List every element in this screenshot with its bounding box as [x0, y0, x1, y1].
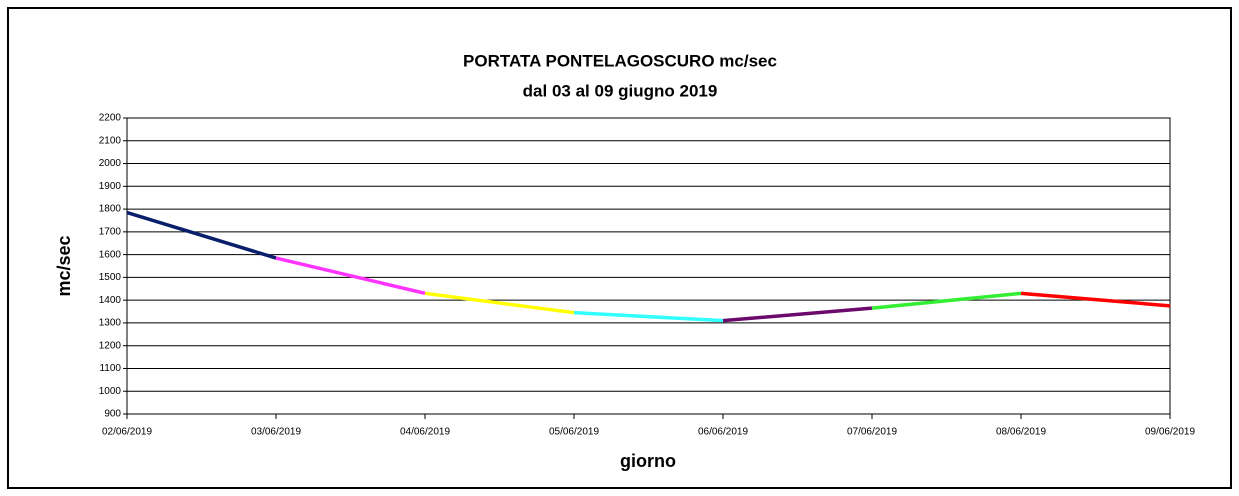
chart-title: PORTATA PONTELAGOSCURO mc/sec [463, 51, 777, 70]
line-segment [424, 291, 575, 315]
x-tick-label: 03/06/2019 [251, 427, 301, 438]
y-tick-label: 1100 [99, 363, 121, 374]
y-tick-label: 2200 [99, 113, 122, 124]
x-tick-label: 02/06/2019 [102, 427, 152, 438]
x-axis-label: giorno [620, 451, 676, 471]
y-tick-label: 1300 [99, 318, 122, 329]
y-tick-label: 1800 [99, 204, 122, 215]
y-tick-label: 1500 [99, 272, 122, 283]
y-tick-label: 900 [104, 409, 121, 420]
plot-area [126, 117, 1171, 415]
chart-subtitle: dal 03 al 09 giugno 2019 [523, 81, 718, 100]
y-tick-label: 1200 [99, 340, 122, 351]
y-tick-label: 1600 [99, 249, 122, 260]
line-segment [126, 210, 277, 260]
line-segment [573, 310, 724, 323]
x-tick-label: 07/06/2019 [847, 427, 897, 438]
y-tick-label: 2000 [99, 158, 122, 169]
x-tick-label: 09/06/2019 [1145, 427, 1195, 438]
x-tick-label: 04/06/2019 [400, 427, 450, 438]
y-tick-label: 2100 [99, 135, 122, 146]
y-tick-label: 1900 [99, 181, 122, 192]
x-tick-label: 08/06/2019 [996, 427, 1046, 438]
line-segment [275, 256, 426, 296]
y-tick-label: 1400 [99, 295, 122, 306]
line-segment [722, 306, 873, 323]
x-tick-label: 05/06/2019 [549, 427, 599, 438]
y-tick-label: 1000 [99, 386, 122, 397]
y-axis-label: mc/sec [54, 235, 74, 296]
x-tick-label: 06/06/2019 [698, 427, 748, 438]
line-segment [871, 291, 1022, 310]
line-segment [1020, 291, 1171, 308]
y-tick-label: 1700 [99, 226, 122, 237]
